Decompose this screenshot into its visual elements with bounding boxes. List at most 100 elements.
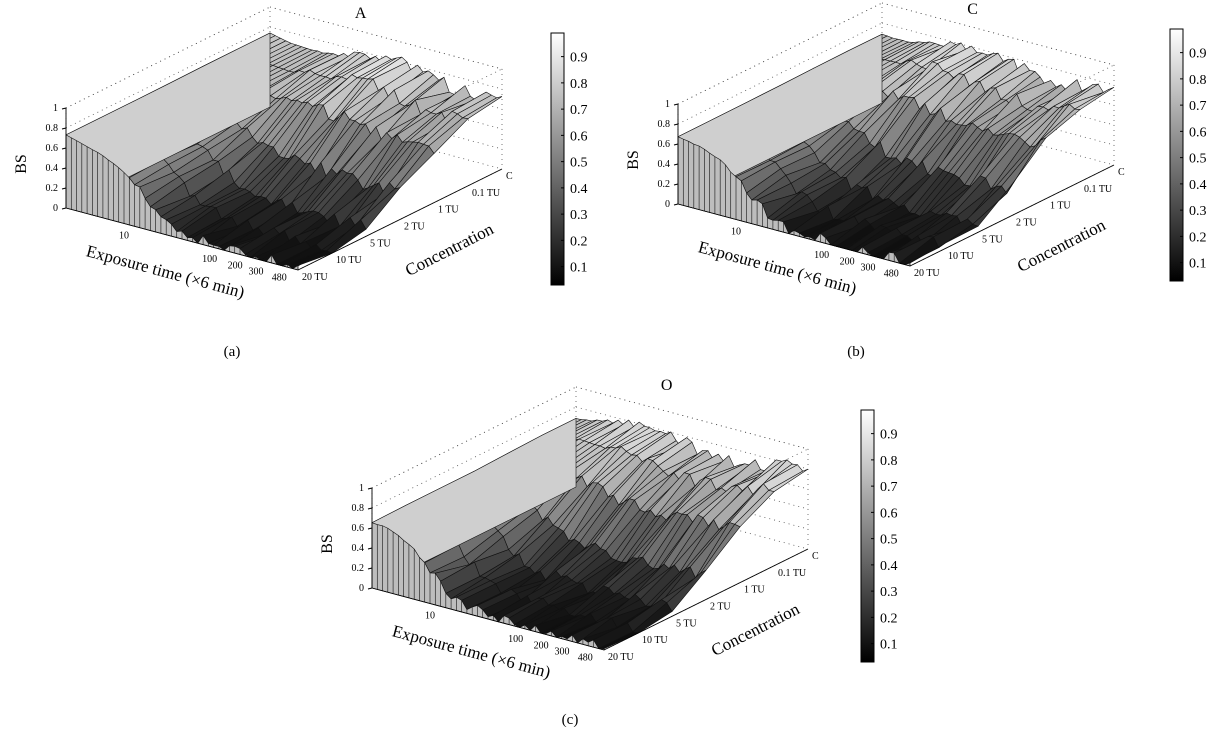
- z-tick-label: 0.4: [658, 159, 671, 170]
- x-tick-label: 300: [555, 646, 570, 657]
- z-tick: [367, 487, 373, 490]
- panel-caption: (a): [224, 344, 241, 360]
- y-tick-label: 10 TU: [336, 255, 362, 266]
- z-tick: [673, 163, 679, 166]
- y-tick-label: 10 TU: [642, 635, 668, 646]
- z-tick-label: 0: [53, 203, 58, 214]
- chart-panel-2: 0 0.2 0.4 0.6 0.8 1 10 100 200 300 480 20 TU 10 TU 5 …: [625, 1, 1207, 360]
- z-tick: [673, 103, 679, 106]
- z-tick: [367, 527, 373, 530]
- y-tick-label: 0.1 TU: [778, 568, 807, 579]
- colorbar-tick-label: 0.6: [1189, 125, 1207, 140]
- colorbar-tick-label: 0.1: [570, 261, 588, 276]
- z-tick-label: 0.8: [352, 503, 365, 514]
- y-axis-line: [603, 548, 809, 651]
- colorbar-tick-label: 0.3: [570, 208, 588, 223]
- y-tick-label: 1 TU: [438, 205, 459, 216]
- colorbar: [860, 409, 875, 663]
- colorbar-tick-label: 0.1: [1189, 257, 1207, 272]
- axes: [65, 108, 503, 271]
- x-axis-line: [677, 203, 911, 267]
- z-tick: [673, 183, 679, 186]
- z-tick-label: 0.8: [658, 119, 671, 130]
- z-tick-label: 0: [665, 199, 670, 210]
- axes: [371, 488, 809, 651]
- z-tick: [673, 123, 679, 126]
- z-tick-label: 0.2: [658, 179, 671, 190]
- z-tick-label: 0.2: [46, 183, 59, 194]
- chart-panel-3: 0 0.2 0.4 0.6 0.8 1 10 100 200 300 480 20 TU 10 TU 5 …: [319, 377, 898, 728]
- z-tick-label: 1: [665, 99, 670, 110]
- y-tick-label: 5 TU: [370, 238, 391, 249]
- colorbar-tick-label: 0.9: [880, 428, 898, 443]
- surface-plot: [371, 417, 809, 651]
- x-tick-label: 100: [202, 254, 217, 265]
- x-tick-label: 100: [508, 634, 523, 645]
- z-tick: [673, 203, 679, 206]
- z-tick: [61, 167, 67, 170]
- x-axis-label: Exposure time (×6 min): [390, 621, 552, 682]
- y-tick-label: 20 TU: [302, 272, 328, 283]
- z-tick-label: 1: [359, 483, 364, 494]
- colorbar-tick-label: 0.8: [880, 454, 898, 469]
- grid-line: [575, 406, 809, 470]
- colorbar-tick-label: 0.2: [570, 234, 588, 249]
- z-axis-label: BS: [625, 150, 642, 170]
- colorbar-tick-label: 0.7: [880, 480, 898, 495]
- surface-plot: [677, 33, 1115, 267]
- z-tick-label: 0: [359, 583, 364, 594]
- colorbar-tick-label: 0.4: [1189, 178, 1207, 193]
- colorbar-tick-label: 0.4: [570, 182, 588, 197]
- colorbar-tick-label: 0.5: [570, 156, 588, 171]
- y-tick-label: 0.1 TU: [472, 188, 501, 199]
- y-tick-label: 2 TU: [1016, 218, 1037, 229]
- colorbar: [550, 32, 565, 286]
- z-tick-label: 0.6: [658, 139, 671, 150]
- colorbar-tick-label: 0.2: [880, 611, 898, 626]
- grid-line: [881, 2, 1115, 66]
- x-tick-label: 300: [249, 266, 264, 277]
- colorbar-tick-label: 0.9: [1189, 47, 1207, 62]
- y-tick-label: C: [506, 171, 513, 182]
- panel-caption: (b): [847, 344, 865, 360]
- x-tick-label: 100: [814, 250, 829, 261]
- z-tick-label: 0.6: [46, 143, 59, 154]
- axes: [677, 104, 1115, 267]
- z-tick: [61, 127, 67, 130]
- z-tick: [61, 187, 67, 190]
- y-axis-line: [909, 164, 1115, 267]
- x-tick-label: 480: [272, 273, 287, 284]
- x-tick-label: 300: [861, 262, 876, 273]
- chart-panel-1: 0 0.2 0.4 0.6 0.8 1 10 100 200 300 480 20 TU 10 TU 5 …: [13, 5, 588, 360]
- colorbar-tick-label: 0.8: [1189, 73, 1207, 88]
- z-tick-label: 0.2: [352, 563, 365, 574]
- x-tick-label: 200: [534, 641, 549, 652]
- y-tick-label: 2 TU: [710, 602, 731, 613]
- y-tick-label: C: [1118, 167, 1125, 178]
- colorbar: [1169, 28, 1184, 282]
- y-tick-label: C: [812, 551, 819, 562]
- x-tick-label: 480: [578, 653, 593, 664]
- z-tick: [673, 143, 679, 146]
- colorbar-tick-label: 0.6: [570, 129, 588, 144]
- colorbar-tick-label: 0.3: [880, 585, 898, 600]
- colorbar-tick-label: 0.4: [880, 559, 898, 574]
- colorbar-tick-label: 0.3: [1189, 204, 1207, 219]
- z-tick: [367, 587, 373, 590]
- z-tick: [61, 207, 67, 210]
- x-axis-label: Exposure time (×6 min): [696, 237, 858, 298]
- z-tick: [61, 147, 67, 150]
- surface-plot: [65, 32, 503, 271]
- colorbar-tick-label: 0.7: [1189, 99, 1207, 114]
- z-tick-label: 1: [53, 103, 58, 114]
- grid-line: [269, 6, 503, 70]
- chart-title: A: [355, 5, 367, 22]
- colorbar-tick-label: 0.8: [570, 77, 588, 92]
- colorbar-tick-label: 0.7: [570, 103, 588, 118]
- z-tick-label: 0.6: [352, 523, 365, 534]
- x-tick-label: 10: [731, 226, 741, 237]
- y-tick-label: 0.1 TU: [1084, 184, 1113, 195]
- y-tick-label: 20 TU: [608, 652, 634, 663]
- x-axis-line: [65, 207, 299, 271]
- x-axis-label: Exposure time (×6 min): [84, 241, 246, 302]
